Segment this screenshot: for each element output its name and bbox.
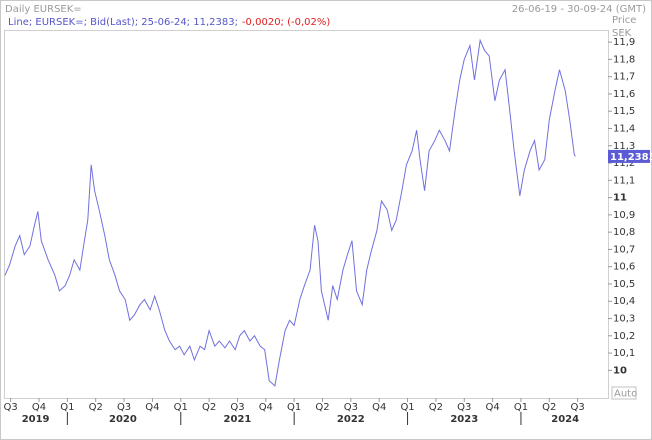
x-tick-label: Q3 [571, 402, 585, 413]
year-label: 2022 [337, 414, 365, 425]
x-tick-label: Q1 [60, 402, 74, 413]
y-tick-label: 11,6 [613, 89, 635, 100]
x-tick-label: Q3 [230, 402, 244, 413]
y-tick-label: 10 [613, 365, 627, 376]
x-tick-label: Q4 [32, 402, 46, 413]
year-label: 2020 [109, 414, 137, 425]
y-tick-label: 10,4 [613, 296, 635, 307]
chart-title: Daily EURSEK= [5, 4, 82, 15]
price-line [4, 38, 576, 387]
change-label: -0,0020; (-0,02%) [242, 17, 330, 28]
year-label: 2019 [22, 414, 50, 425]
y-axis-unit: SEK [612, 28, 632, 39]
y-tick-label: 11,4 [613, 123, 635, 134]
x-tick-label: Q2 [202, 402, 216, 413]
y-tick-label: 10,1 [613, 348, 635, 359]
x-tick-label: Q4 [372, 402, 386, 413]
date-range: 26-06-19 - 30-09-24 (GMT) [512, 4, 646, 15]
scale-mode[interactable]: Auto [614, 389, 637, 400]
y-tick-label: 10,7 [613, 244, 635, 255]
y-tick-label: 11,3 [613, 141, 635, 152]
y-tick-label: 10,8 [613, 227, 635, 238]
x-tick-label: Q4 [145, 402, 159, 413]
y-tick-label: 11,7 [613, 72, 635, 83]
year-label: 2021 [224, 414, 252, 425]
y-tick-label: 11,1 [613, 175, 635, 186]
y-tick-label: 11,2 [613, 158, 635, 169]
legend-entry: Line; EURSEK=; Bid(Last); 25-06-24; 11,2… [8, 17, 238, 28]
y-tick-label: 11,8 [613, 54, 635, 65]
x-tick-label: Q4 [485, 402, 499, 413]
x-tick-label: Q2 [315, 402, 329, 413]
x-tick-label: Q1 [400, 402, 414, 413]
last-value-box [608, 149, 650, 163]
y-tick-label: 11 [613, 193, 627, 204]
year-label: 2024 [551, 414, 579, 425]
y-tick-label: 10,2 [613, 331, 635, 342]
year-label: 2023 [450, 414, 478, 425]
y-tick-label: 10,5 [613, 279, 635, 290]
y-tick-label: 10,9 [613, 210, 635, 221]
x-tick-label: Q4 [259, 402, 273, 413]
y-tick-label: 10,6 [613, 262, 635, 273]
y-tick-label: 11,5 [613, 106, 635, 117]
y-axis-title: Price [612, 15, 636, 26]
scale-mode-button[interactable] [611, 386, 637, 400]
x-tick-label: Q2 [89, 402, 103, 413]
x-tick-label: Q2 [542, 402, 556, 413]
y-tick-label: 10,3 [613, 314, 635, 325]
y-tick-label: 11,9 [613, 37, 635, 48]
x-tick-label: Q1 [514, 402, 528, 413]
x-tick-label: Q3 [117, 402, 131, 413]
x-tick-label: Q3 [457, 402, 471, 413]
x-tick-label: Q1 [287, 402, 301, 413]
last-value-label: 11,2383 [610, 152, 652, 163]
x-tick-label: Q2 [429, 402, 443, 413]
x-tick-label: Q1 [174, 402, 188, 413]
x-tick-label: Q3 [344, 402, 358, 413]
x-tick-label: Q3 [4, 402, 18, 413]
